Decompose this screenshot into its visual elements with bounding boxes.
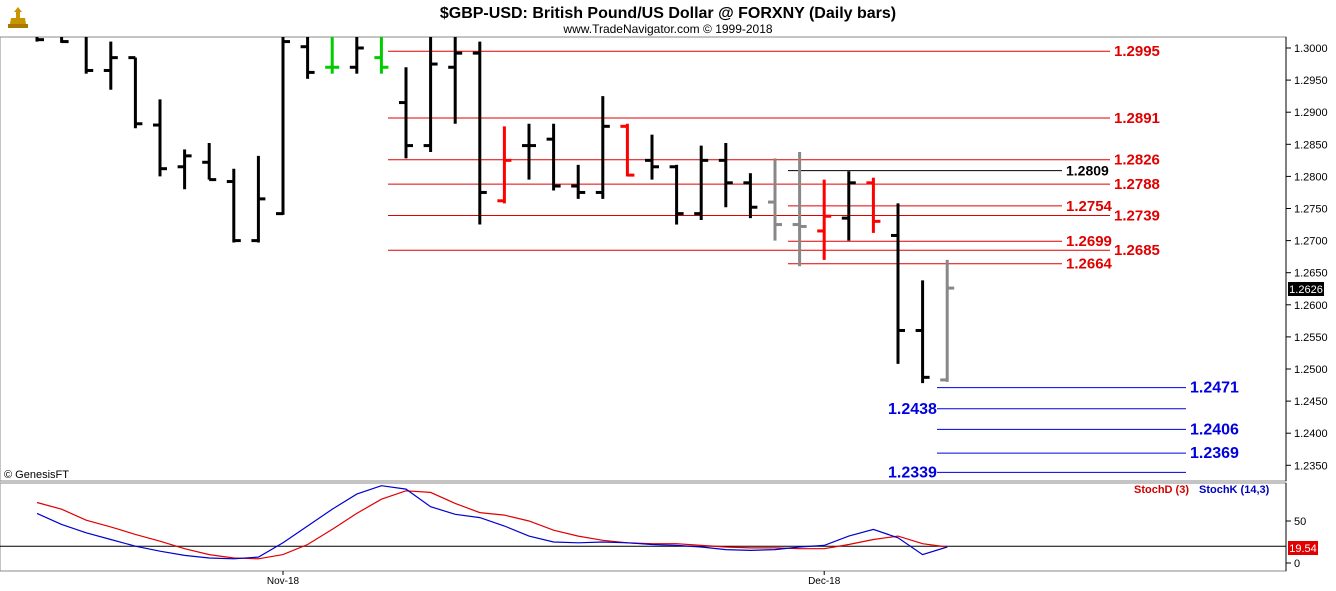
stoch-tick-label: 50 <box>1294 516 1306 528</box>
genesis-credit: © GenesisFT <box>4 469 69 481</box>
price-tick-label: 1.3000 <box>1294 43 1328 55</box>
ohlc-bar <box>103 41 118 90</box>
ohlc-bar <box>595 96 610 199</box>
stoch-last-value: 19.54 <box>1289 543 1317 555</box>
stoch-d-line <box>36 490 948 560</box>
stoch-axis: 50 0 <box>1286 516 1306 570</box>
level-lines: 1.2995 1.2891 1.2826 1.2809 1.27881.27541.27… <box>388 43 1239 481</box>
price-tick-label: 1.2650 <box>1294 268 1328 280</box>
level-label: 1.2788 <box>1114 176 1160 193</box>
price-axis: 1.3000 1.2950 1.2900 1.2850 1.2800 1.2750 1.27… <box>1286 43 1328 472</box>
level-label: 1.2406 <box>1190 421 1239 438</box>
ohlc-bar <box>177 149 192 190</box>
ohlc-bar <box>841 171 856 241</box>
x-tick-label: Dec-18 <box>808 576 841 587</box>
ohlc-bar <box>300 37 315 79</box>
ohlc-bar <box>915 280 930 384</box>
level-label: 1.2699 <box>1066 233 1112 250</box>
price-tick-label: 1.2550 <box>1294 332 1328 344</box>
ohlc-bar <box>202 143 217 182</box>
level-label: 1.2664 <box>1066 256 1113 273</box>
level-label: 1.2891 <box>1114 110 1160 127</box>
ohlc-bar <box>60 37 69 44</box>
ohlc-bar <box>472 41 487 225</box>
level-label: 1.2754 <box>1066 198 1113 215</box>
price-panel: 1.3000 1.2950 1.2900 1.2850 1.2800 1.2750 1.27… <box>0 36 1328 482</box>
header-logo-icon <box>6 4 30 30</box>
level-label: 1.2339 <box>888 464 937 481</box>
ohlc-bar <box>325 37 340 74</box>
price-tick-label: 1.2350 <box>1294 460 1328 472</box>
level-label: 1.2995 <box>1114 43 1160 60</box>
stoch-k-line <box>36 485 948 560</box>
price-tick-label: 1.2400 <box>1294 428 1328 440</box>
level-label: 1.2826 <box>1114 152 1160 169</box>
ohlc-bar <box>940 259 955 382</box>
ohlc-bar <box>423 37 438 153</box>
x-tick-label: Nov-18 <box>267 576 300 587</box>
stoch-tick-label: 0 <box>1294 558 1300 570</box>
ohlc-bar <box>153 99 167 177</box>
level-label: 1.2739 <box>1114 208 1160 225</box>
stoch-last-tag: 19.54 <box>1288 541 1318 555</box>
level-label: 1.2685 <box>1114 242 1160 259</box>
ohlc-bar <box>620 123 635 177</box>
ohlc-bar <box>522 123 536 180</box>
ohlc-bar <box>669 164 684 225</box>
ohlc-bar <box>891 203 905 364</box>
price-tick-label: 1.2450 <box>1294 396 1328 408</box>
price-tick-label: 1.2750 <box>1294 204 1328 216</box>
ohlc-bar <box>817 179 832 260</box>
ohlc-bar <box>226 168 241 243</box>
legend-stoch-k: StochK (14,3) <box>1199 484 1270 496</box>
price-tick-label: 1.2950 <box>1294 75 1328 87</box>
ohlc-bar <box>768 158 782 241</box>
level-label: 1.2471 <box>1190 380 1239 397</box>
price-tick-label: 1.2800 <box>1294 171 1328 183</box>
price-tick-label: 1.2850 <box>1294 139 1328 151</box>
price-tick-label: 1.2500 <box>1294 364 1328 376</box>
x-axis: Nov-18 Dec-18 <box>267 571 841 587</box>
ohlc-bar <box>792 152 807 267</box>
legend-stoch-d: StochD (3) <box>1134 484 1189 496</box>
stochastic-panel: 50 0 StochD (3) StochK (14,3) 19.54 <box>0 482 1318 572</box>
level-label: 1.2438 <box>888 401 937 418</box>
last-price-value: 1.2626 <box>1289 284 1323 296</box>
level-label: 1.2369 <box>1190 445 1239 462</box>
ohlc-bar <box>448 37 463 124</box>
price-tick-label: 1.2700 <box>1294 236 1328 248</box>
ohlc-bar <box>128 56 143 129</box>
level-label: 1.2809 <box>1066 163 1109 179</box>
price-bars <box>35 37 955 384</box>
last-price-tag: 1.2626 <box>1288 282 1324 296</box>
ohlc-bar <box>374 37 389 74</box>
ohlc-bar <box>399 67 413 159</box>
ohlc-bar <box>645 134 659 180</box>
chart-subtitle: www.TradeNavigator.com © 1999-2018 <box>562 22 772 36</box>
price-tick-label: 1.2600 <box>1294 300 1328 312</box>
ohlc-bar <box>571 164 586 199</box>
chart-title: $GBP-USD: British Pound/US Dollar @ FORX… <box>440 5 896 22</box>
ohlc-bar <box>349 37 364 74</box>
ohlc-bar <box>866 177 881 233</box>
ohlc-bar <box>546 123 561 191</box>
ohlc-bar <box>276 37 290 216</box>
ohlc-bar <box>35 37 44 42</box>
ohlc-bar <box>743 173 758 219</box>
ohlc-bar <box>694 145 709 221</box>
price-tick-label: 1.2900 <box>1294 107 1328 119</box>
ohlc-bar <box>718 143 733 208</box>
ohlc-bar <box>84 37 94 74</box>
ohlc-bar <box>251 155 266 243</box>
ohlc-bar <box>497 126 512 204</box>
